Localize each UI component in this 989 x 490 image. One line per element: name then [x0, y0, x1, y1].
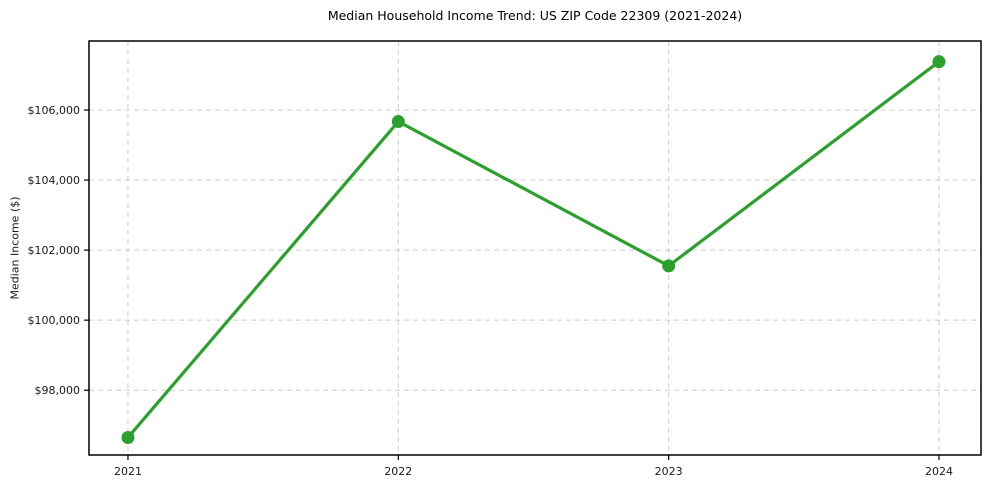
data-point-2021: [121, 430, 135, 444]
y-tick-label: $102,000: [28, 244, 81, 257]
data-point-2024: [932, 55, 946, 69]
y-tick-label: $104,000: [28, 174, 81, 187]
y-tick-label: $100,000: [28, 314, 81, 327]
x-tick-label: 2022: [384, 465, 412, 478]
chart-title: Median Household Income Trend: US ZIP Co…: [327, 8, 743, 23]
plot-border: [88, 40, 982, 456]
x-tick-label: 2021: [114, 465, 142, 478]
y-tick-label: $98,000: [35, 384, 81, 397]
data-point-2023: [662, 259, 676, 273]
y-tick-label: $106,000: [28, 104, 81, 117]
x-tick-label: 2024: [925, 465, 953, 478]
x-tick-label: 2023: [655, 465, 683, 478]
trend-line: [126, 60, 941, 440]
data-point-2022: [391, 115, 405, 129]
